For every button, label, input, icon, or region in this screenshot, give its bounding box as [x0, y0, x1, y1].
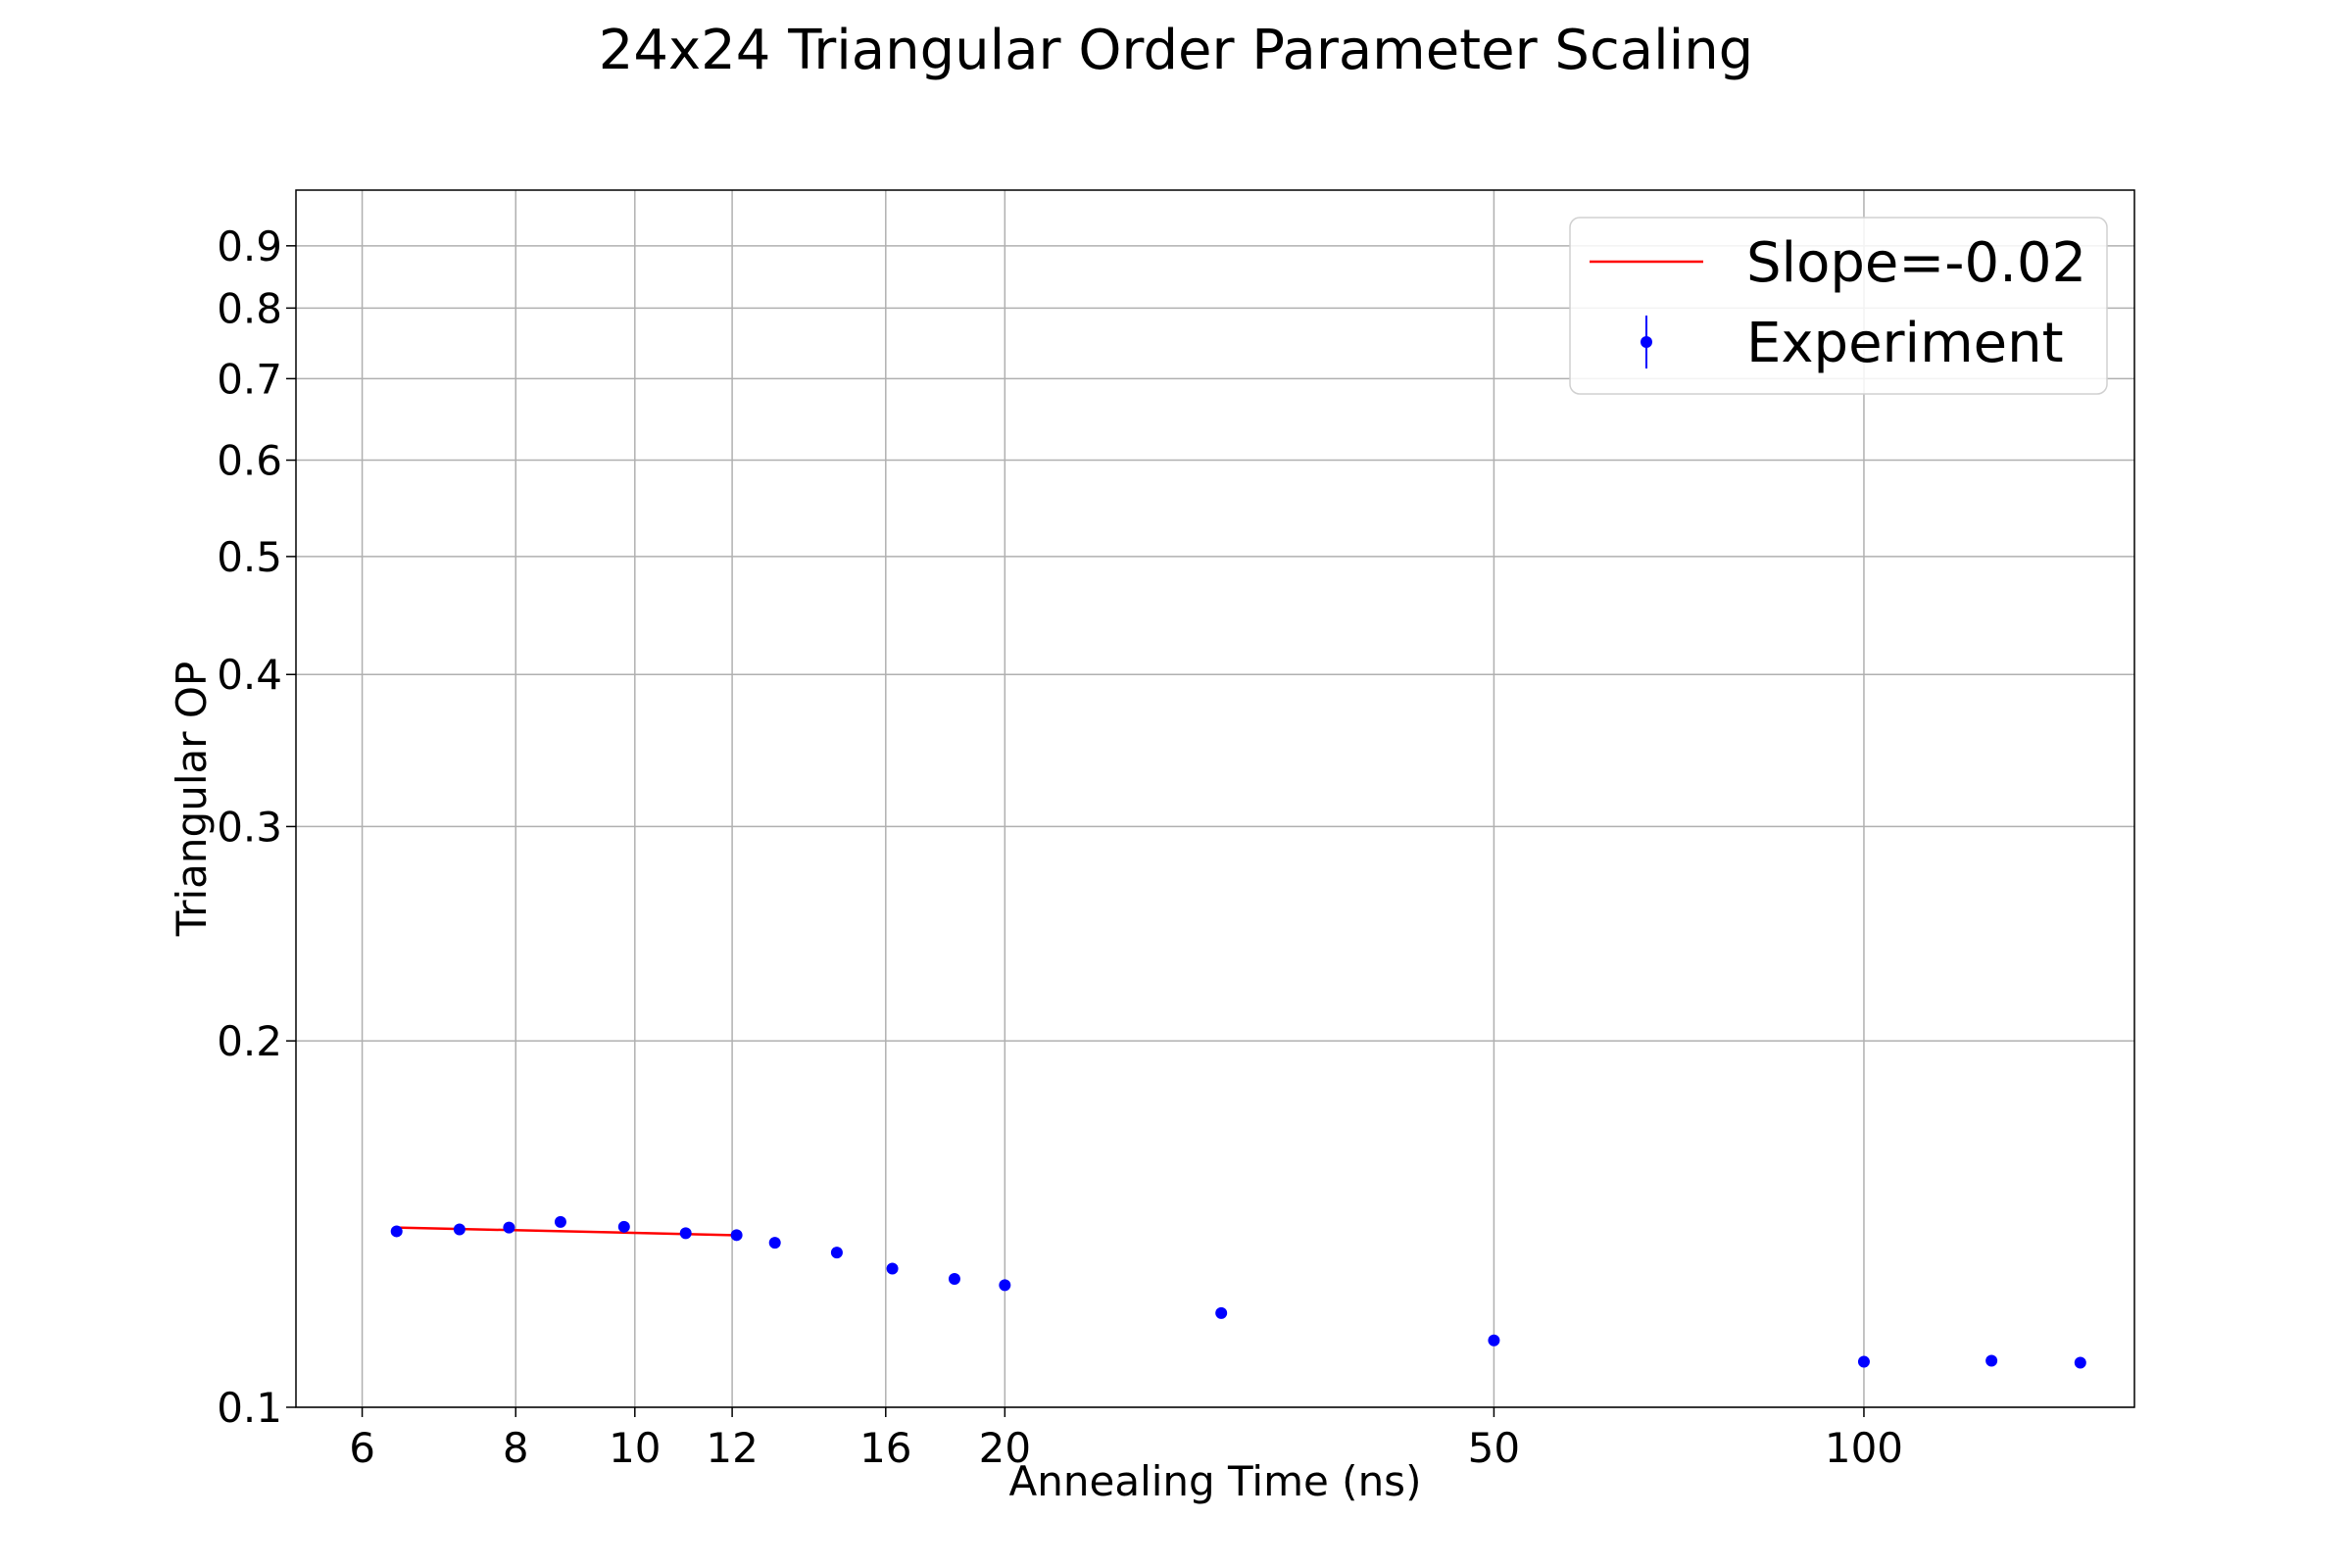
y-axis-label: Triangular OP: [168, 662, 216, 937]
experiment-point: [886, 1262, 899, 1275]
y-tick-label: 0.1: [217, 1384, 282, 1432]
x-ticks: 6 8 10 12 16 20 50 100: [349, 1407, 1903, 1472]
experiment-point: [617, 1220, 630, 1233]
experiment-point: [768, 1237, 781, 1250]
experiment-point: [390, 1225, 403, 1238]
experiment-point: [730, 1229, 743, 1242]
points-layer: [390, 1215, 2086, 1369]
y-tick-label: 0.7: [217, 355, 282, 403]
x-tick-label: 100: [1825, 1424, 1903, 1472]
experiment-point: [1488, 1334, 1500, 1347]
experiment-point: [679, 1227, 692, 1240]
experiment-point: [948, 1272, 960, 1285]
x-axis-label: Annealing Time (ns): [1009, 1457, 1422, 1505]
plot-area: [390, 1215, 2086, 1369]
x-tick-label: 10: [609, 1424, 661, 1472]
x-tick-label: 6: [349, 1424, 375, 1472]
experiment-point: [503, 1221, 515, 1234]
legend-fit-line-label: Slope=-0.02: [1746, 231, 2086, 295]
legend-experiment-marker-swatch: [1641, 336, 1652, 348]
y-ticks: 0.1 0.2 0.3 0.4 0.5 0.6 0.7 0.8 0.9: [217, 222, 296, 1432]
legend-box: [1569, 217, 2108, 395]
experiment-point: [554, 1215, 566, 1228]
fit-line-layer: [396, 1226, 733, 1237]
experiment-point: [453, 1223, 466, 1236]
plot-frame: [295, 189, 2135, 1408]
y-tick-label: 0.3: [217, 803, 282, 851]
experiment-point: [830, 1247, 843, 1259]
chart-title: 24x24 Triangular Order Parameter Scaling: [599, 19, 1753, 82]
legend-experiment-label: Experiment: [1746, 312, 2064, 375]
y-tick-label: 0.9: [217, 222, 282, 270]
y-tick-label: 0.6: [217, 437, 282, 485]
y-tick-label: 0.8: [217, 284, 282, 332]
experiment-point: [999, 1279, 1011, 1292]
experiment-point: [1985, 1354, 1998, 1367]
y-tick-label: 0.2: [217, 1017, 282, 1065]
experiment-point: [1215, 1306, 1228, 1319]
x-tick-label: 12: [706, 1424, 758, 1472]
y-tick-label: 0.5: [217, 533, 282, 581]
legend: Slope=-0.02 Experiment: [1569, 217, 2108, 395]
y-tick-label: 0.4: [217, 651, 282, 699]
fit-line: [396, 1226, 733, 1237]
x-tick-label: 16: [859, 1424, 911, 1472]
experiment-point: [1857, 1355, 1870, 1368]
x-tick-label: 8: [503, 1424, 529, 1472]
x-tick-label: 50: [1468, 1424, 1520, 1472]
x-tick-label: 20: [979, 1424, 1031, 1472]
experiment-point: [2074, 1356, 2086, 1369]
